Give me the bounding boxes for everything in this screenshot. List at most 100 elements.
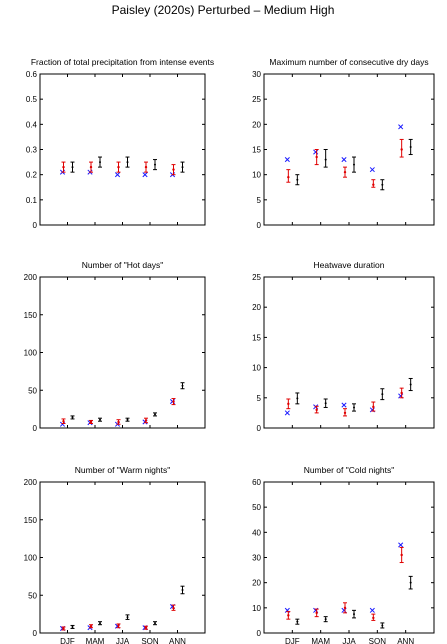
y-tick-label: 0.2 (26, 171, 38, 180)
observed-point (398, 542, 404, 548)
scenario-errorbar (295, 618, 300, 625)
scenario-errorbar (352, 609, 356, 619)
scenario-errorbar (295, 174, 300, 186)
y-tick-label: 0 (257, 221, 262, 230)
y-tick-label: 15 (252, 333, 261, 342)
y-tick-label: 15 (252, 146, 261, 155)
y-tick-label: 50 (252, 503, 261, 512)
chart-title: Number of "Warm nights" (75, 465, 170, 475)
y-tick-label: 0 (257, 629, 262, 638)
baseline-errorbar (116, 419, 121, 425)
y-tick-label: 0.1 (26, 196, 38, 205)
chart-title: Number of "Hot days" (82, 260, 164, 270)
x-tick-label: JJA (342, 637, 356, 644)
baseline-errorbar (343, 602, 347, 614)
x-tick-label: ANN (169, 637, 186, 644)
scenario-errorbar (380, 622, 385, 629)
scenario-errorbar (153, 621, 157, 626)
scenario-errorbar (380, 179, 385, 191)
y-tick-label: 0 (257, 424, 262, 433)
chart-panel-4: Heatwave duration 0 5 10 15 20 25 (252, 260, 435, 433)
y-tick-label: 60 (252, 478, 261, 487)
baseline-errorbar (286, 611, 291, 620)
y-tick-label: 0.4 (26, 120, 38, 129)
plot-frame (263, 481, 435, 634)
baseline-errorbar (371, 613, 376, 621)
observed-point (59, 421, 66, 427)
scenario-errorbar (180, 161, 185, 173)
baseline-errorbar (371, 401, 376, 412)
baseline-errorbar (61, 626, 66, 631)
y-tick-label: 25 (252, 273, 261, 282)
scenario-errorbar (408, 575, 413, 590)
baseline-errorbar (89, 624, 93, 629)
plot-frame (39, 73, 206, 226)
baseline-errorbar (144, 161, 148, 173)
baseline-errorbar (116, 161, 121, 173)
y-tick-label: 10 (252, 604, 261, 613)
y-tick-label: 30 (252, 70, 261, 79)
baseline-errorbar (89, 161, 93, 173)
y-tick-label: 50 (28, 386, 37, 395)
baseline-errorbar (61, 418, 66, 424)
y-tick-label: 10 (252, 171, 261, 180)
baseline-errorbar (61, 161, 66, 173)
y-tick-label: 0.6 (26, 70, 38, 79)
baseline-errorbar (314, 405, 319, 414)
chart-panel-2: Maximum number of consecutive dry days 0 5… (252, 57, 435, 230)
scenario-errorbar (98, 156, 102, 168)
baseline-errorbar (171, 164, 176, 176)
scenario-errorbar (352, 156, 356, 173)
scenario-errorbar (98, 621, 102, 626)
baseline-errorbar (286, 169, 291, 183)
y-tick-label: 100 (24, 349, 38, 358)
baseline-errorbar (343, 408, 347, 417)
y-tick-label: 0 (33, 424, 38, 433)
chart-panel-3: Number of "Hot days" 0 50 100 150 200 (24, 260, 206, 433)
plot-frame (263, 73, 435, 226)
y-tick-label: 5 (257, 196, 262, 205)
chart-title: Maximum number of consecutive dry days (269, 57, 428, 67)
x-tick-label: SON (141, 637, 159, 644)
scenario-errorbar (323, 149, 328, 168)
scenario-errorbar (408, 138, 413, 156)
figure-title: Paisley (2020s) Perturbed – Medium High (112, 3, 335, 17)
scenario-errorbar (153, 159, 157, 171)
y-tick-label: 150 (24, 311, 38, 320)
scenario-errorbar (180, 382, 185, 390)
baseline-errorbar (314, 608, 319, 618)
observed-point (341, 157, 347, 163)
y-tick-label: 100 (24, 554, 38, 563)
plot-frame (263, 276, 435, 429)
scenario-errorbar (408, 377, 413, 392)
chart-panel-6: Number of "Cold nights" 0 10 20 30 40 50 60 DJF M… (252, 465, 435, 644)
scenario-errorbar (125, 156, 130, 168)
y-tick-label: 50 (28, 591, 37, 600)
scenario-errorbar (153, 412, 157, 417)
baseline-errorbar (286, 398, 291, 410)
chart-panel-5: Number of "Warm nights" 0 50 100 150 200 DJF MA… (24, 465, 206, 644)
y-tick-label: 0.5 (26, 95, 38, 104)
observed-point (341, 402, 347, 408)
x-tick-label: ANN (397, 637, 414, 644)
observed-point (398, 124, 404, 130)
x-tick-label: MAM (86, 637, 105, 644)
y-tick-label: 20 (252, 579, 261, 588)
scenario-errorbar (323, 398, 328, 408)
x-tick-label: MAM (311, 637, 330, 644)
observed-point (369, 607, 375, 613)
plot-frame (39, 276, 206, 429)
y-tick-label: 30 (252, 554, 261, 563)
baseline-errorbar (89, 419, 93, 424)
y-tick-label: 0 (33, 629, 38, 638)
scenario-errorbar (70, 415, 75, 420)
baseline-errorbar (144, 417, 148, 424)
y-tick-label: 0.3 (26, 146, 38, 155)
x-tick-label: DJF (60, 637, 75, 644)
observed-point (313, 404, 319, 410)
scenario-errorbar (125, 417, 130, 422)
scenario-errorbar (180, 585, 185, 595)
observed-point (284, 157, 290, 163)
baseline-errorbar (399, 387, 404, 399)
panels: Fraction of total precipitation from int… (24, 57, 435, 644)
